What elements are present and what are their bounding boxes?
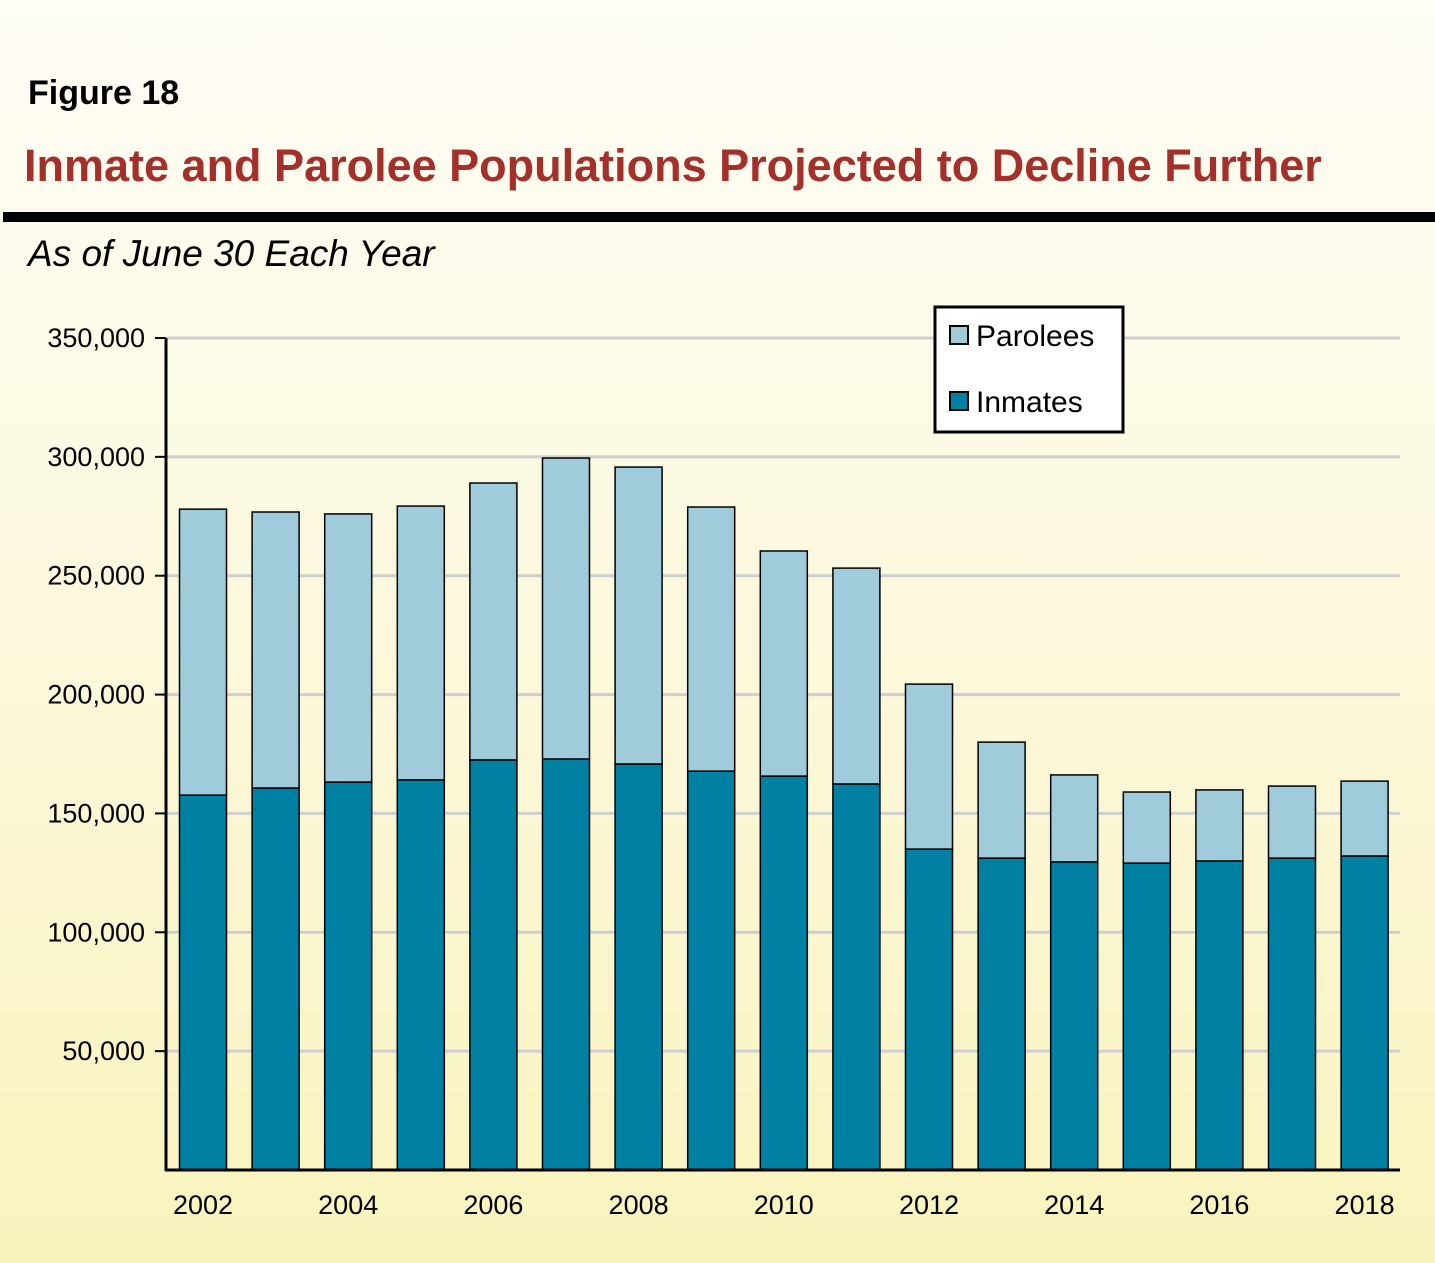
x-tick-label: 2002 <box>173 1190 233 1220</box>
bar-parolees-2012 <box>904 683 954 850</box>
bar-inmates-2007 <box>541 758 591 1171</box>
bar-parolees-2009 <box>686 506 736 772</box>
bar-parolees-2007 <box>541 457 591 760</box>
x-tick-label: 2010 <box>754 1190 814 1220</box>
legend-label-inmates: Inmates <box>976 386 1083 419</box>
bar-parolees-2010 <box>759 550 809 777</box>
bar-inmates-2010 <box>759 775 809 1171</box>
x-tick-label: 2012 <box>899 1190 959 1220</box>
bar-inmates-2014 <box>1049 861 1099 1171</box>
bar-parolees-2003 <box>251 511 300 789</box>
y-tick-label: 350,000 <box>47 323 145 353</box>
bar-inmates-2011 <box>832 783 881 1171</box>
bar-inmates-2005 <box>396 779 446 1171</box>
bar-inmates-2008 <box>614 763 663 1171</box>
bar-parolees-2004 <box>323 513 373 783</box>
x-tick-label: 2004 <box>318 1190 378 1220</box>
bar-inmates-2018 <box>1340 855 1389 1171</box>
title-divider <box>3 212 1435 222</box>
y-tick-label: 250,000 <box>47 561 145 591</box>
legend-label-parolees: Parolees <box>976 320 1094 353</box>
x-tick-label: 2014 <box>1044 1190 1104 1220</box>
bar-inmates-2015 <box>1122 862 1172 1171</box>
chart-title: Inmate and Parolee Populations Projected… <box>24 140 1322 191</box>
bar-parolees-2014 <box>1049 774 1099 863</box>
bar-parolees-2002 <box>178 508 228 796</box>
legend: Parolees Inmates <box>933 305 1125 434</box>
bar-parolees-2017 <box>1267 785 1317 859</box>
y-tick-label: 200,000 <box>47 680 145 710</box>
y-tick-label: 300,000 <box>47 442 145 472</box>
bar-inmates-2016 <box>1195 860 1244 1171</box>
y-tick-label: 100,000 <box>47 917 145 947</box>
bar-inmates-2012 <box>904 848 954 1171</box>
bar-parolees-2016 <box>1195 789 1244 862</box>
legend-swatch-inmates <box>949 391 969 411</box>
bar-inmates-2004 <box>323 781 373 1171</box>
bar-inmates-2003 <box>251 787 300 1171</box>
x-tick-label: 2006 <box>463 1190 523 1220</box>
x-tick-label: 2018 <box>1335 1190 1395 1220</box>
bar-parolees-2013 <box>977 741 1026 859</box>
bar-inmates-2017 <box>1267 857 1317 1171</box>
legend-swatch-parolees <box>949 325 969 345</box>
bar-inmates-2006 <box>469 759 518 1171</box>
y-tick-label: 150,000 <box>47 798 145 828</box>
bar-inmates-2013 <box>977 857 1026 1171</box>
bar-parolees-2005 <box>396 505 446 781</box>
chart-subtitle: As of June 30 Each Year <box>28 233 435 274</box>
bar-inmates-2002 <box>178 794 228 1171</box>
bar-parolees-2008 <box>614 466 663 765</box>
bar-parolees-2011 <box>832 567 881 785</box>
x-tick-label: 2016 <box>1189 1190 1249 1220</box>
x-tick-label: 2008 <box>609 1190 669 1220</box>
bar-parolees-2006 <box>469 482 518 761</box>
bar-parolees-2015 <box>1122 791 1172 864</box>
bar-inmates-2009 <box>686 770 736 1171</box>
y-tick-label: 50,000 <box>62 1036 145 1066</box>
figure-label: Figure 18 <box>28 74 180 112</box>
bar-parolees-2018 <box>1340 780 1389 857</box>
